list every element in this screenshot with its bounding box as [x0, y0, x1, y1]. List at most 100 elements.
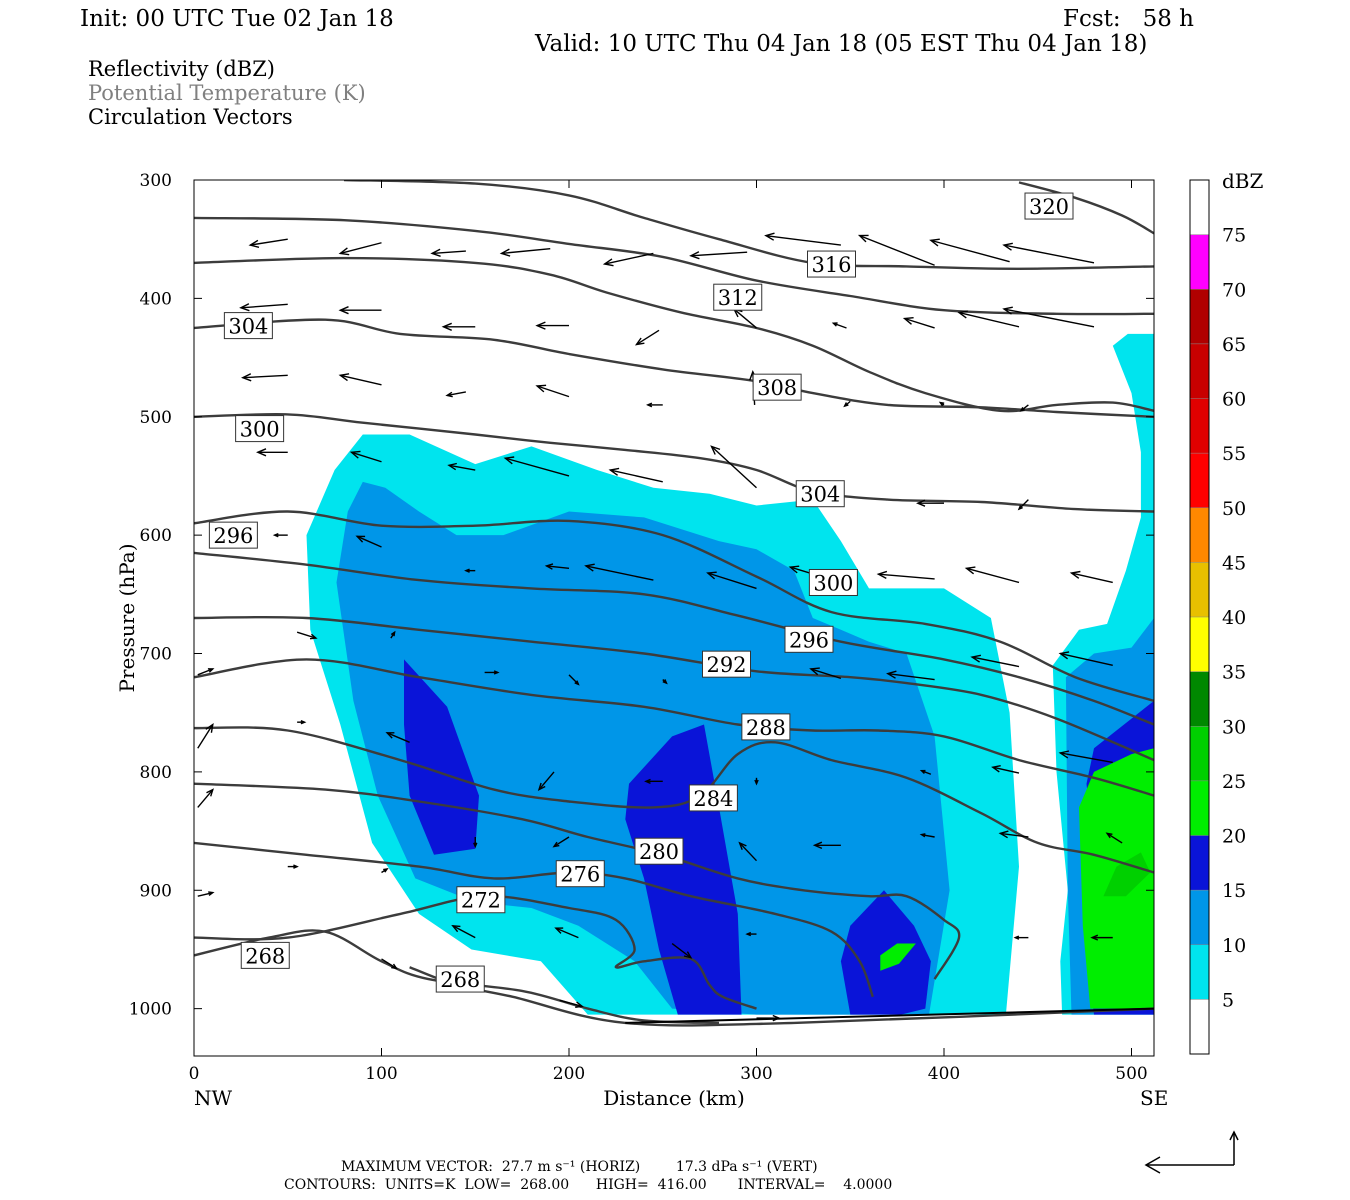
wind-vector-head	[349, 450, 361, 459]
wind-vector-head	[383, 868, 389, 873]
colorbar-tick-label: 45	[1222, 552, 1246, 574]
wind-vector-head	[206, 788, 214, 797]
theta-contour-308k	[194, 318, 1154, 418]
theta-label: 304	[795, 480, 845, 508]
colorbar-swatch	[1190, 507, 1209, 563]
wind-vector-head	[355, 535, 366, 543]
wind-vector-head	[391, 963, 399, 970]
wind-vector-shaft	[904, 317, 935, 329]
wind-vector	[608, 467, 663, 483]
x-axis-label: Distance (km)	[603, 1086, 745, 1110]
wind-vector	[929, 238, 1010, 263]
theta-label: 300	[235, 415, 285, 443]
theta-label: 300	[808, 568, 858, 596]
colorbar-swatch	[1190, 234, 1209, 290]
wind-vector-head	[634, 337, 645, 346]
colorbar-tick-label: 20	[1222, 826, 1246, 848]
wind-vector-shaft	[733, 308, 757, 329]
wind-vector	[916, 499, 944, 507]
wind-vector-head	[1019, 406, 1025, 412]
wind-vector-head	[338, 247, 350, 256]
wind-vector-shaft	[250, 238, 288, 246]
wind-vector-shaft	[810, 668, 842, 680]
x-tick-label: 200	[553, 1064, 585, 1084]
legend-reflectivity: Reflectivity (dBZ)	[88, 57, 276, 81]
wind-vector	[338, 306, 382, 315]
wind-vector-shaft	[446, 391, 467, 397]
reflectivity-region-10dbz	[336, 481, 950, 1015]
wind-vector-head	[602, 258, 614, 267]
y-axis-label: Pressure (hPa)	[115, 544, 139, 693]
theta-label-box	[1024, 192, 1074, 220]
x-tick-label: 400	[928, 1064, 960, 1084]
wind-vector	[964, 566, 1020, 584]
wind-vector	[552, 836, 570, 848]
wind-vector-head	[919, 833, 926, 838]
theta-label: 280	[634, 837, 684, 865]
wind-vector	[559, 999, 584, 1008]
theta-label-box	[223, 312, 273, 340]
colorbar-tick-label: 30	[1222, 716, 1246, 738]
theta-label-box	[208, 521, 258, 549]
wind-vector-head	[430, 248, 441, 257]
wind-vector	[689, 251, 748, 260]
wind-vector-head	[683, 951, 693, 959]
theta-label: 268	[240, 941, 290, 969]
wind-vector	[1013, 935, 1029, 940]
theta-contour-268k	[194, 929, 720, 1025]
colorbar-swatch	[1190, 453, 1209, 508]
wind-vector	[644, 778, 663, 784]
wind-vector	[544, 563, 570, 570]
theta-label-box	[240, 941, 290, 969]
wind-vector-head	[338, 373, 350, 382]
wind-vector	[991, 765, 1020, 774]
wind-vector	[297, 719, 307, 725]
wind-vector-shaft	[197, 668, 214, 676]
wind-vector-shaft	[356, 535, 382, 548]
colorbar-tick-label: 50	[1222, 498, 1246, 520]
wind-vector	[706, 571, 757, 590]
wind-vector-shaft	[432, 250, 466, 255]
wind-vector-head	[537, 782, 546, 791]
y-tick-label: 900	[140, 881, 172, 901]
theta-label-text: 284	[693, 787, 733, 811]
wind-vector	[662, 679, 668, 685]
wind-vector-shaft	[568, 674, 579, 685]
theta-label: 304	[223, 312, 273, 340]
y-tick-label: 300	[140, 171, 172, 191]
wind-vector	[831, 322, 847, 329]
colorbar-tick-label: 55	[1222, 443, 1246, 465]
theta-label-text: 288	[746, 716, 786, 740]
theta-label: 272	[456, 886, 506, 914]
wind-vector-head	[385, 732, 395, 739]
wind-vector-shaft	[992, 766, 1020, 774]
wind-vector-shaft	[538, 771, 555, 791]
wind-vector-head	[241, 373, 252, 382]
wind-vector-shaft	[958, 311, 1020, 328]
wind-vector-head	[916, 499, 926, 507]
wind-vector	[537, 771, 555, 791]
wind-vector	[602, 252, 654, 267]
wind-vector	[1058, 651, 1113, 667]
wind-vector-shaft	[1000, 832, 1029, 838]
colorbar-swatch	[1190, 343, 1209, 399]
y-tick-label: 600	[140, 526, 172, 546]
theta-contours	[194, 180, 1154, 1027]
theta-contour-296k	[194, 551, 1154, 726]
wind-vector-head	[919, 769, 926, 775]
wind-vector	[484, 670, 500, 675]
colorbar-tick-label: 75	[1222, 225, 1246, 247]
wind-vector	[197, 722, 214, 749]
colorbar-tick-label: 70	[1222, 279, 1246, 301]
theta-label-box	[784, 625, 834, 653]
wind-vector	[241, 373, 288, 382]
wind-vector	[998, 830, 1029, 839]
theta-label-box	[795, 480, 845, 508]
circulation-vectors	[197, 232, 1123, 1022]
reflectivity-region-25dbz	[1103, 852, 1151, 897]
y-tick-label: 800	[140, 763, 172, 783]
theta-label-text: 300	[240, 418, 280, 442]
wind-vector-head	[248, 239, 260, 248]
wind-vector-head	[445, 391, 453, 398]
